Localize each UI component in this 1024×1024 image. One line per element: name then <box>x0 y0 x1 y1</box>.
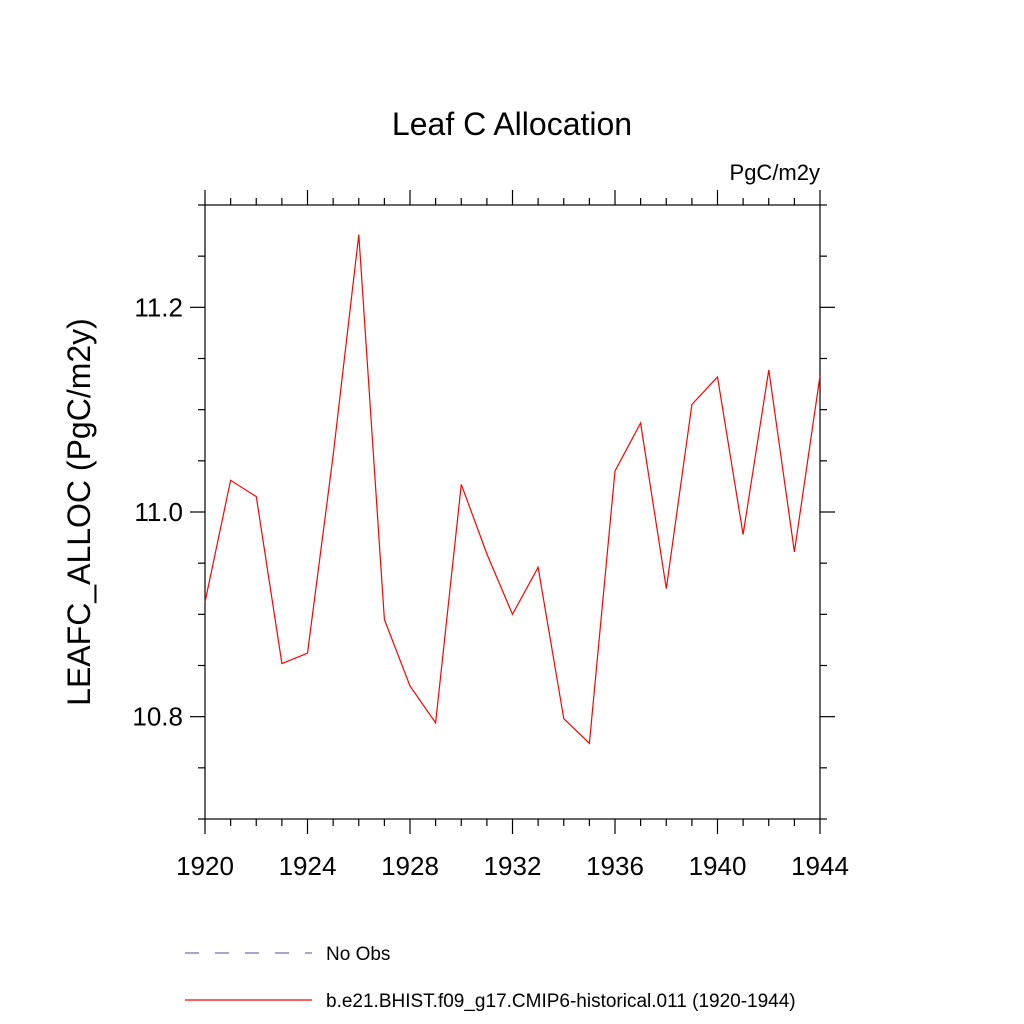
x-tick-label: 1924 <box>279 851 337 881</box>
chart-title: Leaf C Allocation <box>392 106 632 142</box>
x-tick-label: 1936 <box>586 851 644 881</box>
units-label: PgC/m2y <box>730 160 820 185</box>
x-tick-label: 1928 <box>381 851 439 881</box>
x-tick-label: 1920 <box>176 851 234 881</box>
y-tick-label: 11.0 <box>134 497 183 527</box>
legend-label: b.e21.BHIST.f09_g17.CMIP6-historical.011… <box>326 991 796 1012</box>
y-tick-labels: 10.8 11.0 11.2 <box>132 292 183 731</box>
series-layer <box>204 234 821 745</box>
y-tick-label: 11.2 <box>134 292 183 322</box>
x-tick-label: 1940 <box>689 851 747 881</box>
series-line <box>204 234 821 745</box>
x-tick-label: 1932 <box>484 851 542 881</box>
axis-ticks <box>190 190 835 834</box>
legend: No Obs b.e21.BHIST.f09_g17.CMIP6-historic… <box>185 944 796 1012</box>
y-tick-label: 10.8 <box>132 702 183 732</box>
x-tick-labels: 1920 1924 1928 1932 1936 1940 1944 <box>176 851 849 881</box>
legend-label: No Obs <box>326 944 390 965</box>
x-tick-label: 1944 <box>791 851 849 881</box>
y-axis-label: LEAFC_ALLOC (PgC/m2y) <box>61 318 97 706</box>
plot-frame <box>204 204 821 820</box>
